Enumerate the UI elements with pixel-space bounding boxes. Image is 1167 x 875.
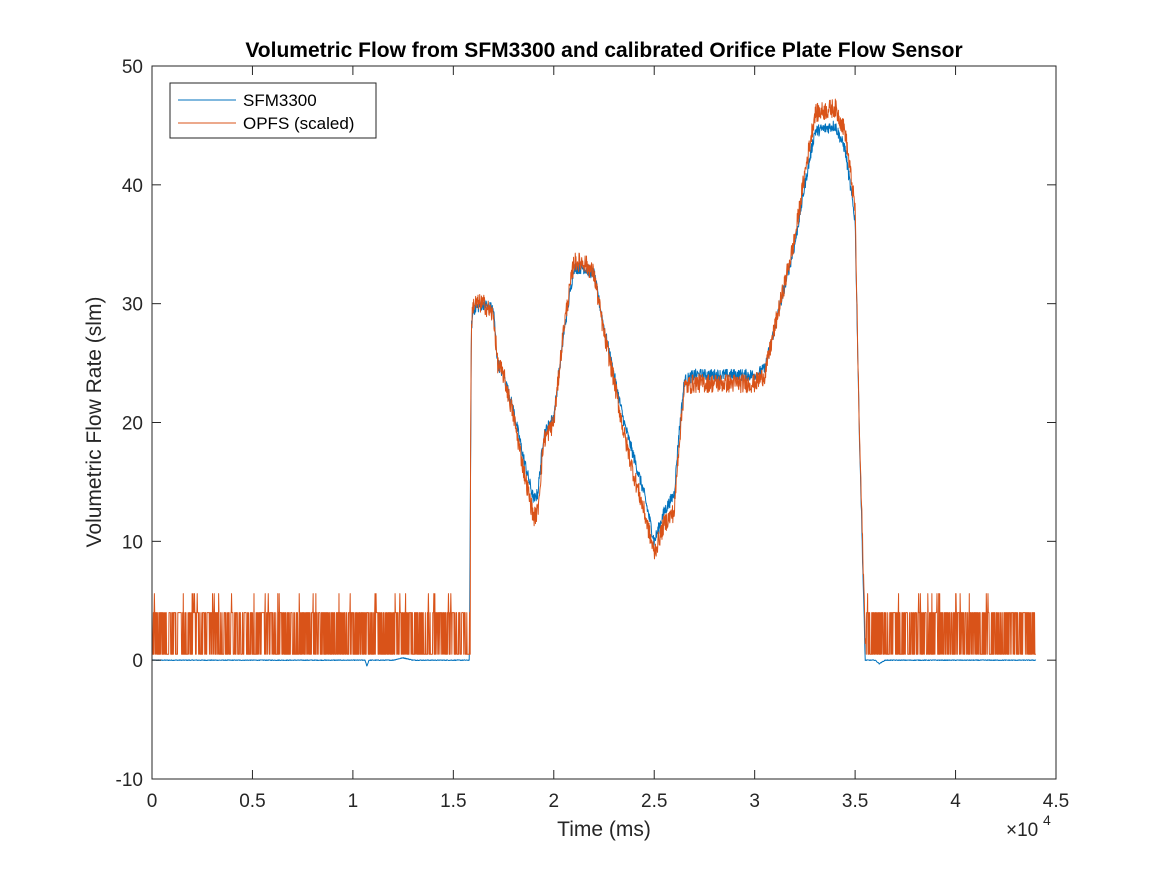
x-tick-label: 0.5: [239, 791, 265, 812]
series-line-opfs: [152, 98, 1037, 655]
x-tick-label: 4: [950, 791, 961, 812]
legend-label-opfs: OPFS (scaled): [243, 114, 354, 133]
y-tick-label: 50: [122, 57, 143, 78]
x-axis-exponent: ×10 4: [1006, 812, 1051, 841]
x-axis-exponent-power: 4: [1043, 812, 1051, 828]
x-tick-label: 4.5: [1043, 791, 1069, 812]
legend: SFM3300 OPFS (scaled): [169, 82, 377, 139]
plot-lines: [152, 98, 1037, 667]
x-tick-label: 2.5: [641, 791, 667, 812]
x-tick-label: 1: [348, 791, 359, 812]
x-axis-exponent-base: ×10: [1006, 820, 1038, 841]
y-axis-ticks: -10 0 10 20 30 40 50: [116, 57, 1056, 791]
x-axis-label: Time (ms): [557, 818, 651, 841]
x-tick-label: 0: [147, 791, 158, 812]
series-line-sfm3300: [152, 120, 1037, 667]
y-tick-label: 40: [122, 176, 143, 197]
chart-title: Volumetric Flow from SFM3300 and calibra…: [245, 39, 962, 62]
y-tick-label: 20: [122, 414, 143, 435]
x-tick-label: 1.5: [440, 791, 466, 812]
x-tick-label: 2: [548, 791, 559, 812]
x-tick-label: 3: [749, 791, 760, 812]
y-tick-label: 30: [122, 295, 143, 316]
y-tick-label: 10: [122, 532, 143, 553]
y-tick-label: -10: [116, 770, 143, 791]
y-axis-label: Volumetric Flow Rate (slm): [83, 297, 106, 548]
y-tick-label: 0: [132, 651, 143, 672]
legend-box: [169, 82, 377, 139]
x-tick-label: 3.5: [842, 791, 868, 812]
legend-label-sfm3300: SFM3300: [243, 91, 317, 110]
x-axis-ticks: 0 0.5 1 1.5 2 2.5 3 3.5 4 4.5: [147, 66, 1069, 812]
